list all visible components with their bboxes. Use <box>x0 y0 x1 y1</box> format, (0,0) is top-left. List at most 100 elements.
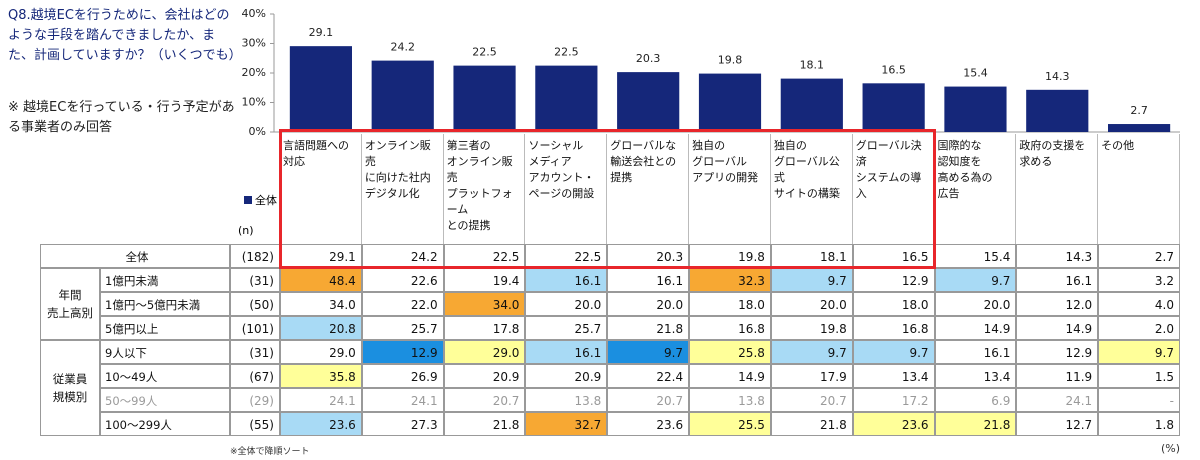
row-n: (29) <box>230 388 280 412</box>
category-label: 国際的な 認知度を 高める為の 広告 <box>935 134 1017 244</box>
table-cell: 16.1 <box>1016 268 1099 292</box>
row-label: 50～99人 <box>100 388 230 412</box>
table-cell: 32.7 <box>525 412 608 436</box>
table-cell: 13.4 <box>852 364 935 388</box>
highlight-frame <box>279 129 936 269</box>
table-cell: 25.5 <box>689 412 771 436</box>
table-cell: 12.9 <box>361 340 444 364</box>
table-cell: 18.0 <box>689 292 771 316</box>
table-cell: 4.0 <box>1098 292 1180 316</box>
table-cell: 22.4 <box>607 364 690 388</box>
table-cell: 25.7 <box>361 316 444 340</box>
table-cell: 24.1 <box>361 388 444 412</box>
row-n: (67) <box>230 364 280 388</box>
unit: (%) <box>1160 442 1180 455</box>
y-tick-label: 20% <box>242 66 266 79</box>
table-cell: 22.0 <box>361 292 444 316</box>
note: ※ 越境ECを行っている・行う予定がある事業者のみ回答 <box>8 100 235 135</box>
table-cell: 14.9 <box>1016 316 1099 340</box>
bar <box>289 46 352 132</box>
table-cell: 17.2 <box>852 388 935 412</box>
table-cell: 9.7 <box>1098 340 1180 364</box>
category-label: 独自の グローバル公式 サイトの構築 <box>771 134 853 244</box>
table-cell: 25.7 <box>525 316 608 340</box>
category-label: 独自の グローバル アプリの開発 <box>689 134 771 244</box>
row-label: 1億円未満 <box>100 268 230 292</box>
table-cell: 18.0 <box>852 292 935 316</box>
value-label: 2.7 <box>1130 104 1148 117</box>
table-cell: 2.7 <box>1098 244 1180 268</box>
category-label: ソーシャル メディア アカウント・ ページの開設 <box>525 134 608 244</box>
table-cell: 12.0 <box>1016 292 1099 316</box>
row-label: 9人以下 <box>100 340 230 364</box>
table-cell: 1.5 <box>1098 364 1180 388</box>
table-cell: 21.8 <box>934 412 1017 436</box>
y-tick-label: 30% <box>242 37 266 50</box>
table-cell: 1.8 <box>1098 412 1180 436</box>
table-cell: 3.2 <box>1098 268 1180 292</box>
table-cell: 13.4 <box>934 364 1017 388</box>
table-cell: 16.1 <box>525 340 608 364</box>
table-cell: 17.8 <box>443 316 526 340</box>
row-n: (31) <box>230 340 280 364</box>
table-cell: 9.7 <box>934 268 1017 292</box>
question: Q8.越境ECを行うために、会社はどのような手段を踏んできましたか、また、計画し… <box>8 8 242 63</box>
table-cell: 20.7 <box>770 388 853 412</box>
bar <box>1108 124 1171 132</box>
table-cell: 23.6 <box>280 412 362 436</box>
table-cell: 21.8 <box>607 316 690 340</box>
y-tick-label: 10% <box>242 96 266 109</box>
table-cell: 48.4 <box>280 268 362 292</box>
row-label: 5億円以上 <box>100 316 230 340</box>
row-n: (50) <box>230 292 280 316</box>
table-cell: 19.8 <box>770 316 853 340</box>
table-cell: 20.9 <box>443 364 526 388</box>
table-cell: 24.1 <box>280 388 362 412</box>
table-cell: 25.8 <box>689 340 771 364</box>
value-label: 16.5 <box>881 63 906 76</box>
value-label: 15.4 <box>963 67 988 80</box>
value-label: 18.1 <box>800 59 825 72</box>
y-tick-label: 40% <box>242 7 266 20</box>
table-cell: 27.3 <box>361 412 444 436</box>
table-cell: 34.0 <box>443 292 526 316</box>
row-label: 100～299人 <box>100 412 230 436</box>
group-label: 年間 売上高別 <box>40 268 100 340</box>
table-cell: 20.7 <box>607 388 690 412</box>
bar <box>698 73 762 132</box>
table-cell: 20.0 <box>770 292 853 316</box>
table-cell: 23.6 <box>852 412 935 436</box>
bar <box>780 78 843 132</box>
category-label: その他 <box>1098 134 1180 244</box>
group-label: 従業員 規模別 <box>40 340 100 436</box>
table-cell: 14.9 <box>689 364 771 388</box>
table-cell: 14.3 <box>1016 244 1099 268</box>
table-cell: 32.3 <box>689 268 771 292</box>
row-label: 全体 <box>40 244 230 268</box>
table-cell: 9.7 <box>770 268 853 292</box>
bar <box>862 83 925 132</box>
table-cell: 29.0 <box>443 340 526 364</box>
table-cell: 26.9 <box>361 364 444 388</box>
table-cell: 9.7 <box>852 340 935 364</box>
table-cell: 11.9 <box>1016 364 1099 388</box>
table-cell: 22.6 <box>361 268 444 292</box>
row-n: (55) <box>230 412 280 436</box>
table-cell: 21.8 <box>770 412 853 436</box>
value-label: 20.3 <box>636 52 661 65</box>
table-cell: 21.8 <box>443 412 526 436</box>
value-label: 19.8 <box>718 54 743 67</box>
table-cell: 20.0 <box>525 292 608 316</box>
table-cell: 29.0 <box>280 340 362 364</box>
table-cell: 13.8 <box>689 388 771 412</box>
table-cell: 2.0 <box>1098 316 1180 340</box>
bar <box>453 65 516 132</box>
category-label: 政府の支援を 求める <box>1016 134 1099 244</box>
legend-label: 全体 <box>255 193 277 207</box>
category-label: 言語問題への 対応 <box>280 134 362 244</box>
table-cell: 35.8 <box>280 364 362 388</box>
y-tick-label: 0% <box>249 125 266 138</box>
table-cell: 12.7 <box>1016 412 1099 436</box>
